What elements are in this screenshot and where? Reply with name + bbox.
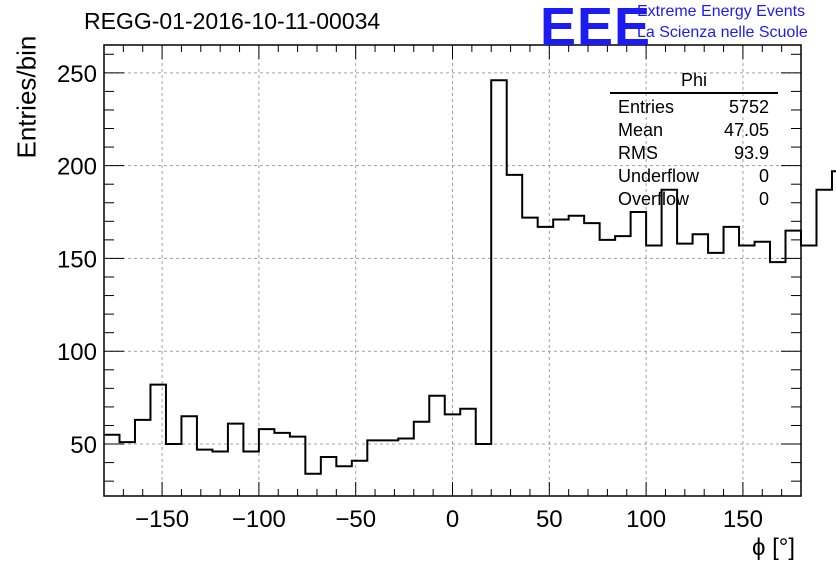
stats-row: RMS 93.9 [610, 142, 778, 165]
x-tick-label: 50 [536, 506, 563, 533]
stats-value: 47.05 [723, 120, 769, 140]
histogram-step-line [104, 79, 836, 475]
stats-value: 93.9 [733, 143, 769, 163]
plot-title: REGG-01-2016-10-11-00034 [84, 8, 381, 34]
x-tick-label: 150 [723, 506, 763, 533]
x-tick-label: −150 [135, 506, 189, 533]
stats-row: Overflow 0 [610, 188, 778, 211]
stats-title: Phi [610, 70, 778, 94]
stats-value: 0 [758, 166, 769, 186]
y-tick-label: 100 [57, 339, 97, 366]
y-tick-label: 200 [57, 154, 97, 181]
x-tick-label: 0 [446, 506, 459, 533]
y-tick-label: 250 [57, 61, 97, 88]
stats-row: Entries 5752 [610, 96, 778, 119]
stats-row: Underflow 0 [610, 165, 778, 188]
stats-box: Phi Entries 5752 Mean 47.05 RMS 93.9 Und… [610, 70, 778, 211]
y-tick-label: 50 [70, 432, 97, 459]
stats-value: 5752 [728, 97, 769, 117]
x-tick-label: −50 [335, 506, 376, 533]
logo-line-2: La Scienza nelle Scuole [637, 24, 808, 41]
grid-lines [104, 45, 801, 496]
stats-label: Entries [618, 97, 675, 117]
stats-label: Mean [618, 120, 664, 140]
logo-line-1: Extreme Energy Events [637, 3, 806, 20]
stats-label: RMS [618, 143, 658, 163]
axis-ticks [103, 45, 802, 496]
y-axis-title: Entries/bin [11, 35, 42, 159]
x-tick-label: 100 [626, 506, 666, 533]
eee-logo: EEE [540, 0, 652, 57]
x-tick-label: −100 [232, 506, 286, 533]
x-axis-title: ϕ [°] [752, 534, 796, 561]
y-tick-label: 150 [57, 246, 97, 273]
stats-value: 0 [758, 189, 769, 209]
stats-label: Underflow [618, 166, 700, 186]
stats-label: Overflow [618, 189, 690, 209]
stats-row: Mean 47.05 [610, 119, 778, 142]
tick-labels: −150 −100 −50 0 50 100 150 50 100 150 200 250 [57, 61, 763, 533]
